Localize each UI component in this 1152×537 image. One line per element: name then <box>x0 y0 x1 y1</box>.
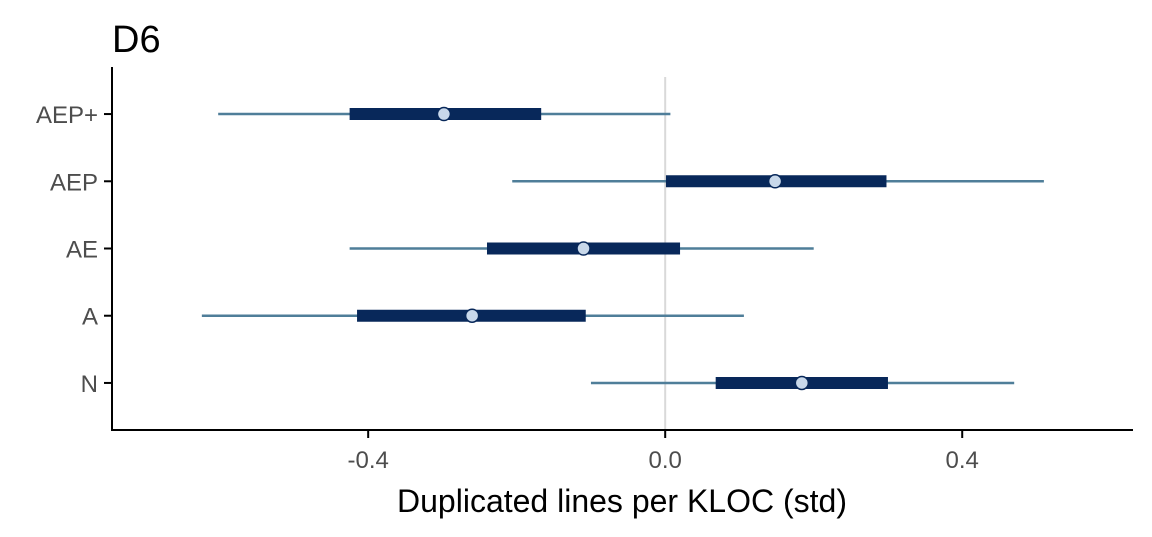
x-axis-title: Duplicated lines per KLOC (std) <box>397 483 847 519</box>
point-estimate-N <box>794 375 810 391</box>
chart-title: D6 <box>112 19 161 61</box>
y-tick-label: AEP <box>50 169 98 196</box>
point-estimate-AEP <box>767 174 783 189</box>
x-tick-label: 0.4 <box>946 447 979 474</box>
point-estimate-AEP+ <box>436 106 452 122</box>
y-tick-label: N <box>81 371 98 398</box>
axes: AEP+ AEP AE A N -0.4 0.0 0.4 <box>36 102 979 474</box>
x-tick-label: 0.0 <box>649 447 682 474</box>
x-tick-label: -0.4 <box>347 447 388 474</box>
point-estimate-A <box>464 308 480 323</box>
point-estimate-AE <box>576 241 591 256</box>
y-tick-label: AEP+ <box>36 102 98 129</box>
plot-area <box>201 77 1044 430</box>
y-tick-label: A <box>82 304 98 331</box>
y-tick-label: AE <box>66 237 98 264</box>
